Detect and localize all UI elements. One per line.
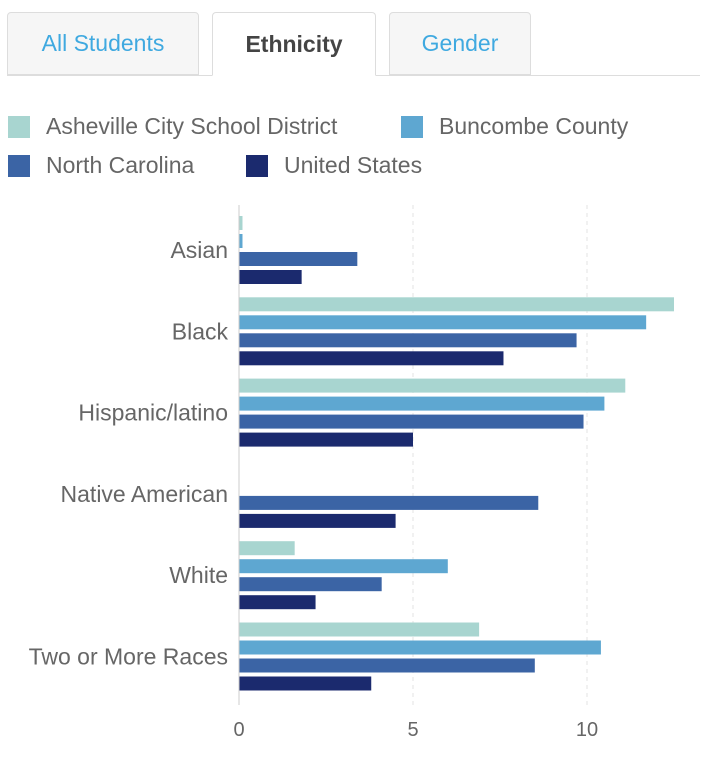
legend-label: Asheville City School District: [46, 113, 338, 139]
legend-label: Buncombe County: [439, 113, 629, 139]
legend-item-north-carolina[interactable]: North Carolina: [8, 152, 194, 179]
bar: [239, 414, 584, 429]
bar: [239, 676, 372, 691]
bar: [239, 622, 480, 637]
legend-swatch: [8, 154, 30, 177]
bar: [239, 577, 382, 592]
bar: [239, 351, 504, 366]
legend-swatch: [246, 154, 268, 177]
x-tick-label: 5: [407, 719, 418, 741]
category-label: Native American: [61, 481, 228, 507]
bar: [239, 640, 601, 655]
bar: [239, 234, 243, 248]
bar: [239, 432, 413, 447]
bar: [239, 495, 539, 510]
bar: [239, 541, 295, 556]
legend-swatch: [8, 115, 30, 138]
bar: [239, 252, 358, 266]
bar: [239, 333, 577, 348]
legend-label: United States: [284, 152, 423, 178]
tab-ethnicity[interactable]: Ethnicity: [212, 12, 376, 76]
bar: [239, 559, 448, 574]
category-label: White: [169, 562, 228, 588]
category-label: Two or More Races: [29, 644, 228, 670]
bar: [239, 297, 674, 312]
bar: [239, 270, 302, 284]
tab-all-students[interactable]: All Students: [7, 12, 199, 75]
category-label: Asian: [170, 237, 228, 263]
legend-label: North Carolina: [46, 152, 195, 178]
bar: [239, 396, 605, 411]
legend-swatch: [401, 115, 423, 138]
bar: [239, 315, 647, 330]
bar: [239, 658, 535, 673]
category-label: Black: [172, 318, 229, 344]
bar: [239, 378, 626, 393]
legend-item-asheville[interactable]: Asheville City School District: [8, 113, 337, 140]
x-tick-label: 0: [233, 719, 244, 741]
bar: [239, 216, 243, 230]
legend-item-buncombe[interactable]: Buncombe County: [401, 113, 628, 140]
bar: [239, 513, 396, 528]
tab-gender[interactable]: Gender: [389, 12, 531, 75]
category-label: Hispanic/latino: [78, 400, 228, 426]
legend-item-united-states[interactable]: United States: [246, 152, 422, 179]
x-tick-label: 10: [576, 719, 598, 741]
tab-bar: All Students Ethnicity Gender: [7, 12, 700, 76]
bar: [239, 595, 316, 610]
